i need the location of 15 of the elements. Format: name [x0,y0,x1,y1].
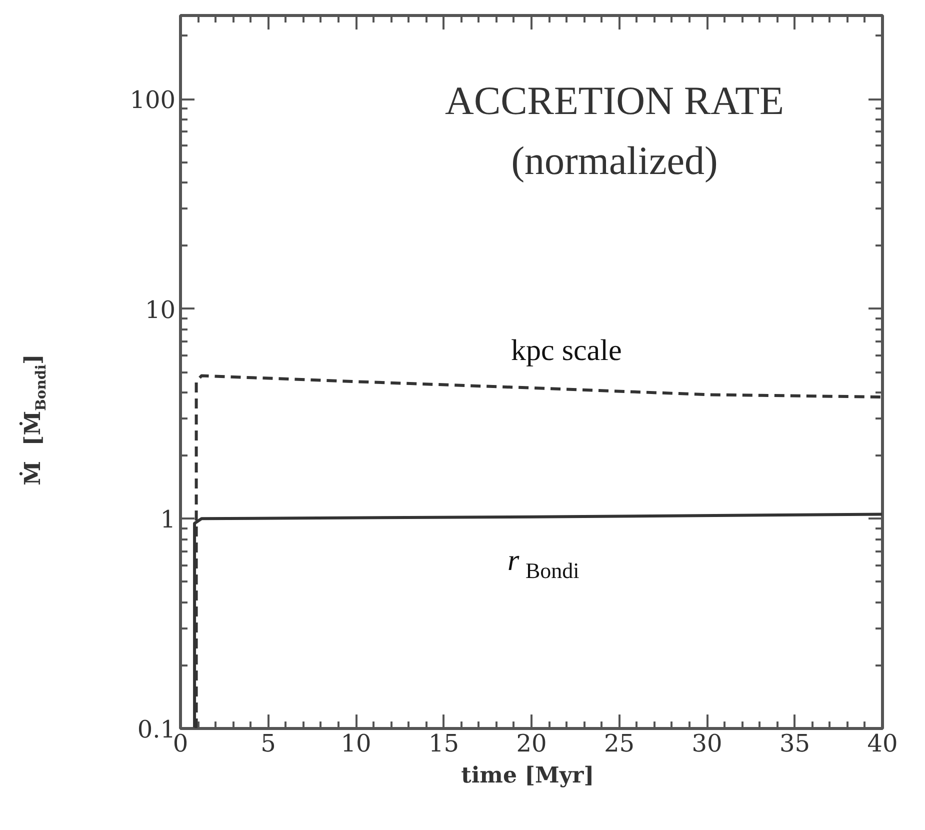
x-tick-label: 5 [260,730,276,758]
x-tick-label: 35 [779,730,810,758]
x-tick-label: 40 [867,730,898,758]
y-tick-label: 1 [160,506,176,534]
text: ACCRETION RATE [445,78,784,123]
annotation: kpc scale [511,334,622,367]
x-axis-title: time [Myr] [461,762,594,788]
text: (normalized) [511,138,718,183]
x-tick-label: 25 [604,730,635,758]
x-tick-label: 30 [692,730,722,758]
y-tick-label: 10 [144,296,176,324]
y-tick-label: 100 [130,86,176,114]
x-tick-label: 10 [340,730,372,758]
x-tick-label: 15 [428,730,460,758]
x-tick-label: 20 [516,730,547,758]
